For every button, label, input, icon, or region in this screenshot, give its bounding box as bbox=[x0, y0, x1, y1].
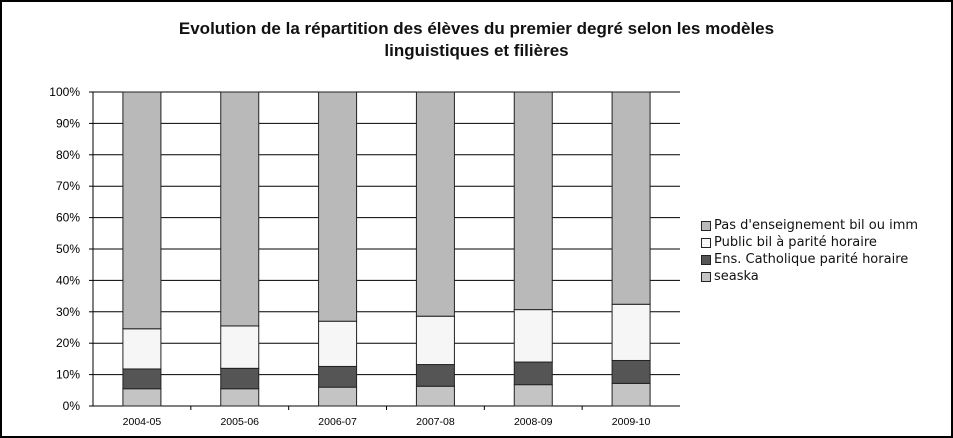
x-tick-label: 2009-10 bbox=[612, 416, 651, 428]
bar-segment bbox=[220, 325, 260, 369]
y-tick-label: 40% bbox=[56, 273, 80, 287]
y-tick-label: 20% bbox=[56, 336, 80, 350]
legend-item: Ens. Catholique parité horaire bbox=[701, 251, 918, 268]
bar-segment bbox=[415, 364, 455, 387]
y-tick-label: 50% bbox=[56, 242, 80, 256]
legend-swatch bbox=[701, 237, 711, 248]
legend-swatch bbox=[701, 220, 711, 231]
chart-legend: Pas d'enseignement bil ou imm Public bil … bbox=[701, 217, 918, 285]
bar-segment bbox=[318, 386, 358, 407]
bar-segment bbox=[122, 388, 162, 407]
y-tick-label: 90% bbox=[56, 116, 80, 130]
y-tick-label: 60% bbox=[56, 211, 80, 225]
chart-title: Evolution de la répartition des élèves d… bbox=[0, 18, 953, 62]
x-tick-label: 2008-09 bbox=[514, 416, 553, 428]
bar-segment bbox=[611, 359, 651, 384]
legend-swatch bbox=[701, 271, 711, 282]
y-tick-label: 30% bbox=[56, 305, 80, 319]
bar-segment bbox=[513, 91, 553, 311]
chart-title-line-1: Evolution de la répartition des élèves d… bbox=[178, 19, 775, 38]
bar-segment bbox=[220, 388, 260, 407]
y-tick-label: 0% bbox=[63, 399, 81, 413]
bar-segment bbox=[611, 382, 651, 407]
y-tick-label: 70% bbox=[56, 179, 80, 193]
legend-label: seaska bbox=[714, 269, 759, 284]
x-tick-label: 2007-08 bbox=[416, 416, 455, 428]
legend-swatch bbox=[701, 254, 711, 265]
bar-segment bbox=[220, 91, 260, 327]
y-tick-label: 10% bbox=[56, 368, 80, 382]
bar-segment bbox=[611, 91, 651, 305]
bar-segment bbox=[220, 367, 260, 390]
bar-segment bbox=[611, 303, 651, 361]
bar-segment bbox=[415, 385, 455, 407]
y-tick-label: 100% bbox=[49, 85, 80, 99]
y-tick-label: 80% bbox=[56, 148, 80, 162]
bar-segment bbox=[415, 91, 455, 317]
bar-segment bbox=[122, 91, 162, 330]
bar-segment bbox=[318, 320, 358, 367]
x-tick-label: 2004-05 bbox=[123, 416, 162, 428]
bar-segment bbox=[318, 365, 358, 388]
bar-segment bbox=[415, 315, 455, 366]
legend-item: Pas d'enseignement bil ou imm bbox=[701, 217, 918, 234]
bar-segment bbox=[122, 328, 162, 370]
legend-label: Public bil à parité horaire bbox=[714, 235, 877, 250]
legend-label: Pas d'enseignement bil ou imm bbox=[714, 218, 919, 233]
bar-segment bbox=[513, 309, 553, 363]
bar-segment bbox=[318, 91, 358, 322]
legend-label: Ens. Catholique parité horaire bbox=[714, 252, 909, 267]
bar-segment bbox=[122, 368, 162, 390]
x-tick-label: 2005-06 bbox=[220, 416, 259, 428]
legend-item: Public bil à parité horaire bbox=[701, 234, 918, 251]
chart-title-line-2: linguistiques et filières bbox=[384, 41, 569, 60]
bar-segment bbox=[513, 361, 553, 386]
bar-segment bbox=[513, 384, 553, 407]
legend-item: seaska bbox=[701, 268, 918, 285]
x-tick-label: 2006-07 bbox=[318, 416, 357, 428]
